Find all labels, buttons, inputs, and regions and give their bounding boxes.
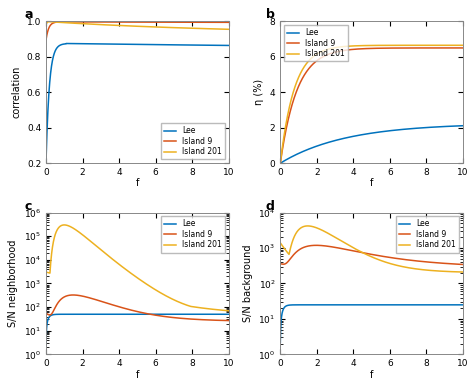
Y-axis label: S/N background: S/N background — [242, 245, 252, 322]
Y-axis label: η (%): η (%) — [254, 79, 264, 105]
Y-axis label: S/N neighborhood: S/N neighborhood — [8, 240, 18, 327]
X-axis label: f: f — [135, 370, 139, 380]
Y-axis label: correlation: correlation — [11, 66, 21, 118]
X-axis label: f: f — [369, 370, 373, 380]
Text: a: a — [24, 8, 32, 21]
Text: c: c — [24, 199, 31, 213]
X-axis label: f: f — [369, 178, 373, 189]
Text: d: d — [265, 199, 274, 213]
Legend: Lee, Island 9, Island 201: Lee, Island 9, Island 201 — [161, 123, 224, 159]
Text: b: b — [265, 8, 274, 21]
Legend: Lee, Island 9, Island 201: Lee, Island 9, Island 201 — [161, 217, 224, 253]
X-axis label: f: f — [135, 178, 139, 189]
Legend: Lee, Island 9, Island 201: Lee, Island 9, Island 201 — [395, 217, 458, 253]
Legend: Lee, Island 9, Island 201: Lee, Island 9, Island 201 — [284, 25, 347, 61]
